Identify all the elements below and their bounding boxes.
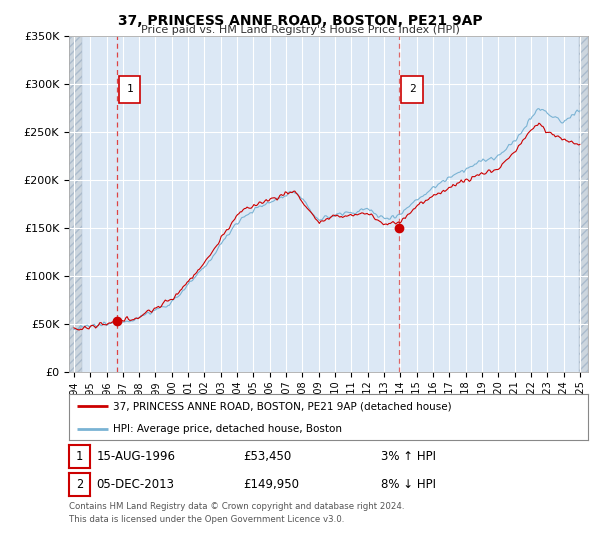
Text: HPI: Average price, detached house, Boston: HPI: Average price, detached house, Bost… (113, 424, 342, 435)
Bar (69, 36, 82, 372)
Text: This data is licensed under the Open Government Licence v3.0.: This data is licensed under the Open Gov… (69, 515, 344, 524)
Text: £53,450: £53,450 (243, 450, 291, 463)
Text: 1: 1 (76, 450, 83, 463)
Text: 15-AUG-1996: 15-AUG-1996 (97, 450, 176, 463)
Text: 05-DEC-2013: 05-DEC-2013 (97, 478, 175, 491)
Text: 37, PRINCESS ANNE ROAD, BOSTON, PE21 9AP: 37, PRINCESS ANNE ROAD, BOSTON, PE21 9AP (118, 14, 482, 28)
Text: Price paid vs. HM Land Registry's House Price Index (HPI): Price paid vs. HM Land Registry's House … (140, 25, 460, 35)
Text: 2: 2 (409, 84, 415, 94)
Text: 1: 1 (127, 84, 133, 94)
Bar (578, 36, 588, 372)
Text: 37, PRINCESS ANNE ROAD, BOSTON, PE21 9AP (detached house): 37, PRINCESS ANNE ROAD, BOSTON, PE21 9AP… (113, 401, 452, 411)
Text: 3% ↑ HPI: 3% ↑ HPI (381, 450, 436, 463)
Text: 8% ↓ HPI: 8% ↓ HPI (381, 478, 436, 491)
FancyBboxPatch shape (401, 76, 422, 102)
Text: 2: 2 (76, 478, 83, 491)
Bar (578, 36, 588, 372)
FancyBboxPatch shape (119, 76, 140, 102)
Bar (69, 36, 82, 372)
Text: £149,950: £149,950 (243, 478, 299, 491)
Text: Contains HM Land Registry data © Crown copyright and database right 2024.: Contains HM Land Registry data © Crown c… (69, 502, 404, 511)
